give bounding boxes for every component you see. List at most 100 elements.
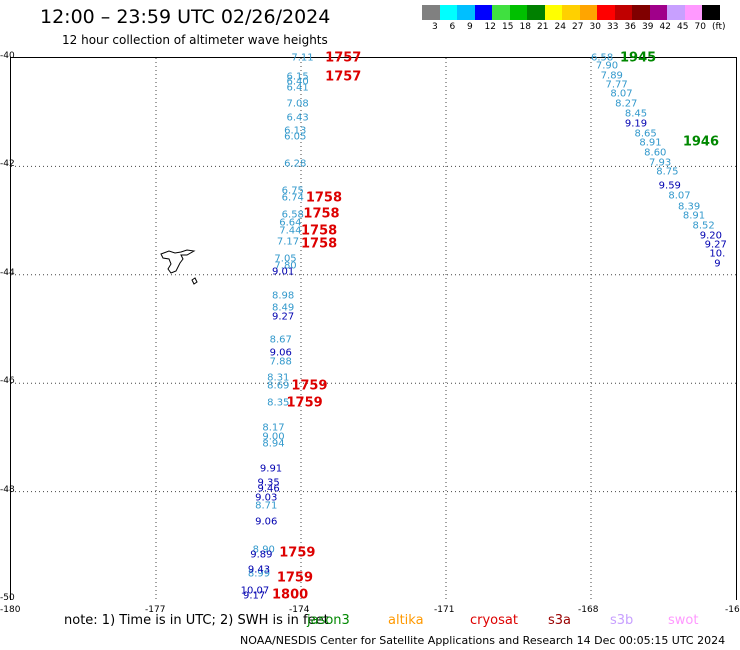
legend-tick-label: 33 xyxy=(607,22,619,32)
legend-tick-label: 27 xyxy=(572,22,584,32)
wave-height-label: 8.90 xyxy=(252,544,275,556)
legend-swatch xyxy=(492,5,510,20)
legend-tick-label: 6 xyxy=(449,22,456,32)
pass-time-label: 1945 xyxy=(620,50,657,66)
wave-height-label: 6.41 xyxy=(286,82,309,94)
legend-swatch xyxy=(632,5,650,20)
island-outline xyxy=(160,249,198,285)
color-legend xyxy=(422,5,720,20)
wave-height-label: 6.58 xyxy=(591,52,614,64)
pass-time-label: 1758 xyxy=(301,236,338,252)
legend-tick-label: 39 xyxy=(642,22,654,32)
legend-tick-label: 9 xyxy=(467,22,473,32)
legend-swatch xyxy=(527,5,545,20)
pass-time-label: 1759 xyxy=(291,378,328,394)
pass-time-label: 1757 xyxy=(325,69,362,85)
legend-tick-label: 36 xyxy=(624,22,636,32)
y-axis-tick-label: -48 xyxy=(0,484,15,495)
wave-height-label: 9.59 xyxy=(658,180,681,192)
wave-height-label: 8.71 xyxy=(255,500,278,512)
legend-swatch xyxy=(614,5,632,20)
pass-time-label: 1759 xyxy=(276,570,314,586)
y-axis-tick-label: -46 xyxy=(0,376,15,387)
wave-height-label: 9.89 xyxy=(250,549,273,561)
wave-height-label: 7.80 xyxy=(274,260,297,272)
legend-swatch xyxy=(457,5,475,20)
legend-swatch xyxy=(422,5,440,20)
satellite-legend-item: swot xyxy=(668,613,699,628)
wave-height-label: 7.08 xyxy=(286,98,309,110)
wave-height-label: 6.75 xyxy=(281,185,304,197)
wave-height-label: 9.01 xyxy=(272,266,295,278)
wave-height-label: 8.45 xyxy=(624,108,648,120)
pass-time-label: 1759 xyxy=(286,395,323,411)
wave-height-label: 8.17 xyxy=(262,422,285,434)
x-axis-tick-label: -171 xyxy=(434,605,455,615)
page-title: 12:00 – 23:59 UTC 02/26/2024 xyxy=(40,6,331,28)
wave-height-label: 6.05 xyxy=(284,131,307,143)
satellite-legend-item: jason3 xyxy=(307,613,350,628)
graticule xyxy=(11,58,736,600)
pass-time-label: 1757 xyxy=(325,50,362,66)
y-axis-tick-label: -44 xyxy=(0,267,15,278)
legend-tick-label: 70 xyxy=(694,22,706,32)
legend-tick-label: 24 xyxy=(554,22,566,32)
wave-height-label: 8.49 xyxy=(272,302,295,314)
x-axis-tick-label: -168 xyxy=(578,605,599,615)
x-axis-tick-label: -174 xyxy=(289,605,310,615)
y-axis-tick-label: -40 xyxy=(0,51,15,61)
pass-time-label: 1946 xyxy=(682,134,720,150)
footer-note: note: 1) Time is in UTC; 2) SWH is in fe… xyxy=(64,613,329,628)
wave-height-label: 7.88 xyxy=(269,356,292,368)
wave-height-label: 8.69 xyxy=(267,380,290,392)
legend-swatch xyxy=(474,5,492,20)
wave-height-label: 9.19 xyxy=(624,118,648,130)
y-axis-tick-label: -42 xyxy=(0,159,15,170)
x-axis-tick-label: -177 xyxy=(145,605,166,615)
wave-height-label: 9.06 xyxy=(255,516,278,528)
wave-height-label: 9.35 xyxy=(257,477,280,489)
wave-height-label: 10.07 xyxy=(240,585,270,597)
legend-swatch xyxy=(439,5,457,20)
wave-height-label: 9.06 xyxy=(269,347,292,359)
wave-height-label: 8.39 xyxy=(678,201,701,213)
pass-time-label: 1758 xyxy=(303,206,340,222)
satellite-legend-item: altika xyxy=(388,613,424,628)
map-canvas xyxy=(11,58,736,600)
wave-height-label: 8.91 xyxy=(639,137,662,149)
legend-swatch xyxy=(597,5,615,20)
legend-swatch xyxy=(684,5,702,20)
pass-time-label: 1758 xyxy=(301,223,338,239)
wave-height-label: 8.52 xyxy=(692,220,715,232)
wave-height-label: 8.60 xyxy=(644,147,667,159)
legend-swatch xyxy=(544,5,562,20)
legend-swatch xyxy=(509,5,527,20)
wave-height-label: 7.93 xyxy=(649,157,672,169)
wave-height-label: 8.27 xyxy=(615,98,638,110)
y-axis-tick-label: -50 xyxy=(0,593,15,603)
satellite-legend-item: s3b xyxy=(610,613,634,628)
wave-height-label: 8.35 xyxy=(267,397,290,409)
wave-height-label: 6.58 xyxy=(281,209,304,221)
wave-height-label: 9.20 xyxy=(699,230,723,242)
legend-tick-label: 12 xyxy=(484,22,496,32)
wave-height-label: 7.17 xyxy=(276,236,300,248)
legend-tick-label: 18 xyxy=(519,22,531,32)
legend-tick-label: 30 xyxy=(589,22,601,32)
satellite-legend-item: cryosat xyxy=(470,613,518,628)
wave-height-label: 7.44 xyxy=(279,225,302,237)
x-axis-tick-label: -16 xyxy=(725,605,740,615)
legend-tick-label: 3 xyxy=(432,22,438,32)
wave-height-label: 9.27 xyxy=(272,311,295,323)
wave-height-label: 7.05 xyxy=(274,253,297,265)
legend-swatch xyxy=(702,5,720,20)
wave-height-label: 9.43 xyxy=(247,564,271,576)
wave-height-label: 9 xyxy=(714,258,721,270)
wave-height-label: 8.98 xyxy=(272,290,295,302)
wave-height-label: 8.99 xyxy=(247,568,271,580)
wave-height-label: 7.11 xyxy=(291,52,314,64)
x-axis-tick-label: -180 xyxy=(0,605,21,615)
legend-tick-label: (ft) xyxy=(712,22,726,32)
wave-height-label: 8.67 xyxy=(269,334,292,346)
legend-tick-label: 42 xyxy=(659,22,671,32)
